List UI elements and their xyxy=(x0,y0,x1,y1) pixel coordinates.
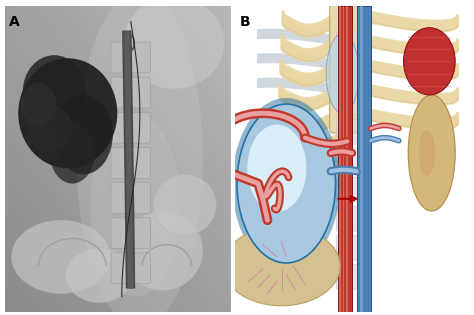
FancyBboxPatch shape xyxy=(111,42,151,73)
Ellipse shape xyxy=(326,34,359,113)
Ellipse shape xyxy=(125,88,137,98)
Bar xyxy=(339,6,341,312)
Ellipse shape xyxy=(232,98,340,269)
FancyBboxPatch shape xyxy=(337,206,367,231)
Ellipse shape xyxy=(90,113,180,297)
FancyBboxPatch shape xyxy=(111,77,151,108)
Ellipse shape xyxy=(237,104,336,263)
Ellipse shape xyxy=(125,263,137,274)
Ellipse shape xyxy=(27,104,72,153)
Ellipse shape xyxy=(23,55,86,129)
Bar xyxy=(356,6,371,312)
Ellipse shape xyxy=(125,158,137,169)
FancyBboxPatch shape xyxy=(111,147,151,178)
FancyBboxPatch shape xyxy=(111,183,151,214)
Bar xyxy=(346,6,348,312)
Ellipse shape xyxy=(18,58,117,168)
Ellipse shape xyxy=(125,228,137,239)
Ellipse shape xyxy=(408,95,455,211)
Ellipse shape xyxy=(20,83,56,125)
Text: B: B xyxy=(239,15,250,30)
Ellipse shape xyxy=(223,226,340,306)
Ellipse shape xyxy=(403,28,455,95)
Ellipse shape xyxy=(11,220,110,294)
FancyBboxPatch shape xyxy=(329,2,360,133)
FancyBboxPatch shape xyxy=(337,148,367,173)
FancyBboxPatch shape xyxy=(337,235,367,260)
Ellipse shape xyxy=(125,193,137,203)
Bar xyxy=(338,6,352,312)
Ellipse shape xyxy=(153,174,216,236)
Ellipse shape xyxy=(125,52,137,63)
Ellipse shape xyxy=(50,123,95,184)
Text: A: A xyxy=(9,15,20,30)
FancyBboxPatch shape xyxy=(111,253,151,284)
Ellipse shape xyxy=(125,123,137,133)
FancyBboxPatch shape xyxy=(337,177,367,202)
Bar xyxy=(360,6,363,312)
Ellipse shape xyxy=(419,130,435,176)
FancyBboxPatch shape xyxy=(111,218,151,249)
FancyBboxPatch shape xyxy=(337,61,367,86)
Ellipse shape xyxy=(122,211,203,290)
FancyBboxPatch shape xyxy=(337,264,367,289)
FancyBboxPatch shape xyxy=(337,119,367,144)
Ellipse shape xyxy=(77,0,203,315)
FancyBboxPatch shape xyxy=(111,112,151,143)
Bar xyxy=(343,6,345,312)
Ellipse shape xyxy=(65,248,133,303)
FancyBboxPatch shape xyxy=(337,32,367,57)
FancyBboxPatch shape xyxy=(337,90,367,115)
Ellipse shape xyxy=(54,95,113,175)
Ellipse shape xyxy=(247,124,306,212)
Ellipse shape xyxy=(123,0,224,89)
